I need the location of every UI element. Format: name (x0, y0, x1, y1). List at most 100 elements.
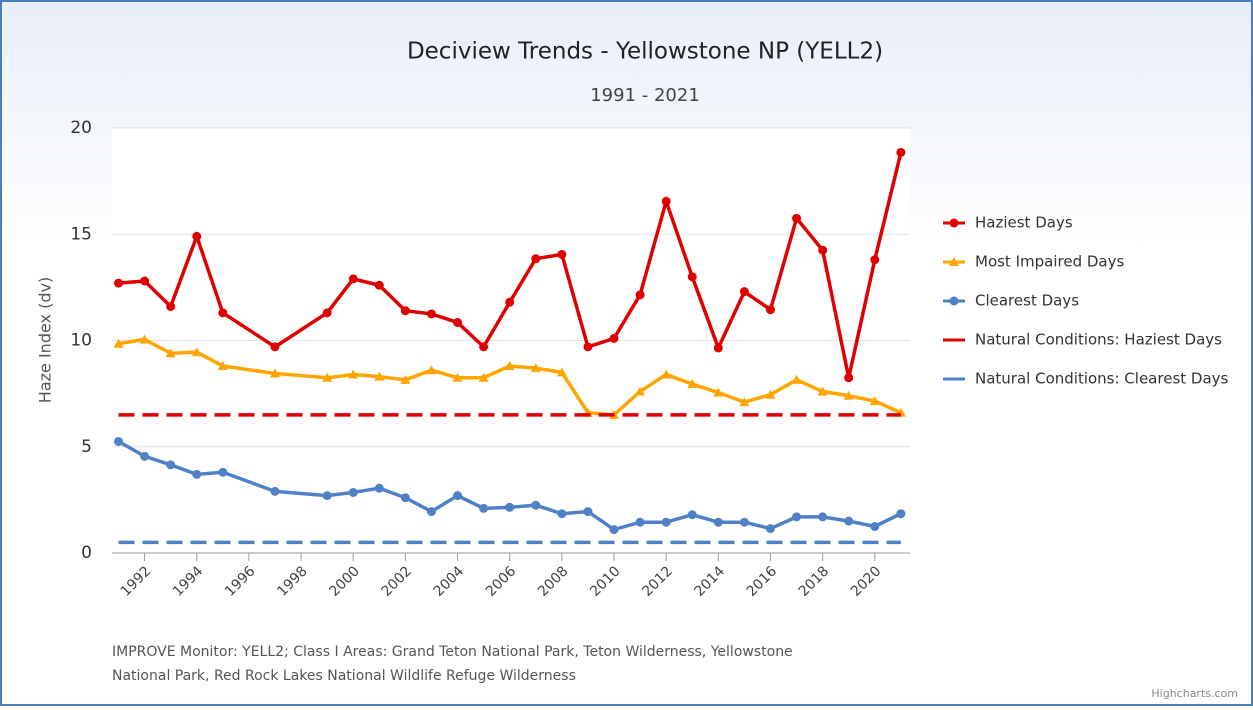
point (713, 387, 724, 397)
y-tick-label: 0 (81, 543, 92, 563)
point (739, 517, 749, 527)
legend-label: Natural Conditions: Haziest Days (975, 331, 1222, 349)
point (635, 517, 645, 527)
point (791, 374, 802, 384)
footnote: National Park, Red Rock Lakes National W… (112, 668, 576, 684)
legend-label: Haziest Days (975, 214, 1073, 232)
point (113, 338, 124, 348)
point (452, 372, 463, 382)
point (348, 274, 358, 284)
point (348, 369, 359, 379)
point (556, 367, 567, 377)
point (218, 467, 228, 477)
point (114, 278, 124, 288)
point (140, 276, 150, 286)
point (400, 374, 411, 384)
point (765, 524, 775, 534)
point (687, 379, 698, 389)
point (478, 372, 489, 382)
point (949, 296, 959, 306)
point (609, 333, 619, 343)
point (661, 196, 671, 206)
point (687, 272, 697, 282)
point (713, 343, 723, 353)
point (505, 502, 515, 512)
footnote: IMPROVE Monitor: YELL2; Class I Areas: G… (112, 644, 793, 660)
point (139, 334, 150, 344)
point (270, 486, 280, 496)
point (844, 516, 854, 526)
point (635, 290, 645, 300)
point (583, 342, 593, 352)
legend-label: Natural Conditions: Clearest Days (975, 370, 1229, 388)
point (792, 213, 802, 223)
point (557, 509, 567, 519)
point (270, 342, 280, 352)
point (949, 218, 959, 228)
point (166, 460, 176, 470)
point (504, 361, 515, 370)
point (453, 317, 463, 327)
point (322, 372, 333, 382)
point (322, 308, 332, 318)
point (896, 147, 906, 157)
y-tick-label: 10 (70, 331, 92, 351)
point (400, 493, 410, 503)
point (687, 510, 697, 520)
point (531, 500, 541, 510)
point (374, 371, 385, 381)
point (661, 369, 672, 379)
point (453, 491, 463, 501)
y-axis-label: Haze Index (dv) (36, 277, 55, 403)
y-tick-label: 20 (70, 118, 92, 138)
point (374, 483, 384, 493)
point (218, 308, 228, 318)
chart-subtitle: 1991 - 2021 (590, 85, 700, 106)
point (792, 512, 802, 522)
point (114, 436, 124, 446)
credit: Highcharts.com (1151, 687, 1238, 700)
point (374, 280, 384, 290)
point (191, 347, 202, 357)
point (479, 503, 489, 513)
point (426, 309, 436, 319)
point (165, 348, 176, 358)
point (583, 507, 593, 517)
point (870, 255, 880, 265)
point (505, 297, 515, 307)
y-tick-label: 15 (70, 224, 92, 244)
point (817, 386, 828, 396)
point (844, 373, 854, 383)
point (843, 390, 854, 400)
point (635, 386, 646, 396)
point (426, 365, 437, 375)
point (557, 249, 567, 259)
point (739, 397, 750, 407)
point (739, 287, 749, 297)
point (269, 368, 280, 378)
point (166, 302, 176, 311)
legend-label: Clearest Days (975, 292, 1079, 310)
point (426, 507, 436, 517)
point (192, 231, 202, 241)
point (869, 396, 880, 406)
point (765, 389, 776, 399)
point (531, 254, 541, 264)
point (479, 342, 489, 352)
point (949, 257, 959, 266)
point (818, 512, 828, 522)
point (322, 491, 332, 501)
point (348, 487, 358, 497)
point (400, 306, 410, 316)
point (140, 451, 150, 461)
point (609, 525, 619, 535)
point (870, 521, 880, 531)
point (896, 509, 906, 519)
point (765, 305, 775, 315)
point (192, 469, 202, 479)
chart-title: Deciview Trends - Yellowstone NP (YELL2) (407, 39, 883, 65)
y-tick-label: 5 (81, 437, 92, 457)
point (713, 517, 723, 527)
point (818, 245, 828, 255)
